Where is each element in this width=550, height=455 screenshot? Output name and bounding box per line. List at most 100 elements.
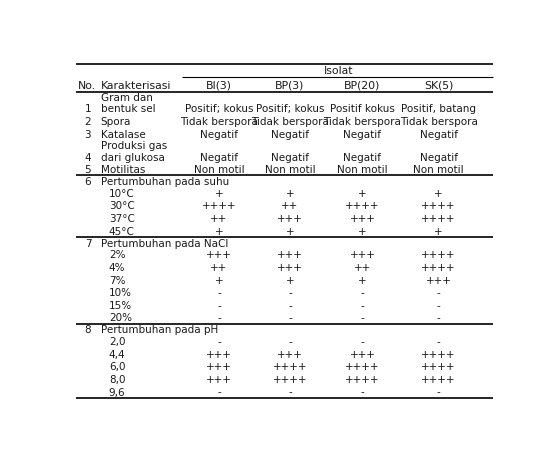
Text: -: -: [437, 300, 441, 310]
Text: Negatif: Negatif: [343, 152, 382, 162]
Text: -: -: [288, 387, 292, 397]
Text: Negatif: Negatif: [271, 152, 309, 162]
Text: 8: 8: [85, 324, 91, 334]
Text: 1: 1: [85, 104, 91, 114]
Text: +++: +++: [277, 349, 303, 359]
Text: Non motil: Non motil: [413, 165, 464, 175]
Text: -: -: [361, 336, 364, 346]
Text: +++: +++: [277, 213, 303, 223]
Text: -: -: [361, 313, 364, 323]
Text: +: +: [358, 226, 367, 236]
Text: SK(5): SK(5): [424, 81, 453, 91]
Text: bentuk sel: bentuk sel: [101, 104, 155, 114]
Text: -: -: [361, 387, 364, 397]
Text: ++++: ++++: [202, 201, 236, 211]
Text: +: +: [285, 275, 294, 285]
Text: Pertumbuhan pada pH: Pertumbuhan pada pH: [101, 324, 218, 334]
Text: +: +: [285, 188, 294, 198]
Text: ++++: ++++: [421, 374, 456, 384]
Text: -: -: [437, 336, 441, 346]
Text: ++++: ++++: [421, 201, 456, 211]
Text: Negatif: Negatif: [271, 129, 309, 139]
Text: 30°C: 30°C: [109, 201, 135, 211]
Text: 7: 7: [85, 238, 91, 248]
Text: Pertumbuhan pada suhu: Pertumbuhan pada suhu: [101, 177, 229, 187]
Text: Non motil: Non motil: [265, 165, 315, 175]
Text: 2: 2: [85, 116, 91, 126]
Text: ++: ++: [211, 213, 228, 223]
Text: ++++: ++++: [421, 250, 456, 260]
Text: ++++: ++++: [345, 362, 379, 371]
Text: 2,0: 2,0: [109, 336, 125, 346]
Text: BP(3): BP(3): [276, 81, 305, 91]
Text: 15%: 15%: [109, 300, 132, 310]
Text: -: -: [217, 313, 221, 323]
Text: Karakterisasi: Karakterisasi: [101, 81, 171, 91]
Text: +: +: [358, 275, 367, 285]
Text: Tidak berspora: Tidak berspora: [251, 116, 329, 126]
Text: +: +: [358, 188, 367, 198]
Text: -: -: [361, 288, 364, 298]
Text: +++: +++: [277, 263, 303, 273]
Text: 45°C: 45°C: [109, 226, 135, 236]
Text: 2%: 2%: [109, 250, 125, 260]
Text: 7%: 7%: [109, 275, 125, 285]
Text: -: -: [217, 387, 221, 397]
Text: +++: +++: [349, 213, 375, 223]
Text: dari glukosa: dari glukosa: [101, 152, 164, 162]
Text: +++: +++: [206, 362, 232, 371]
Text: Tidak berspora: Tidak berspora: [400, 116, 477, 126]
Text: Tidak berspora: Tidak berspora: [180, 116, 258, 126]
Text: -: -: [217, 336, 221, 346]
Text: Negatif: Negatif: [200, 129, 238, 139]
Text: 4%: 4%: [109, 263, 125, 273]
Text: ++++: ++++: [273, 374, 307, 384]
Text: -: -: [361, 300, 364, 310]
Text: +++: +++: [277, 250, 303, 260]
Text: Negatif: Negatif: [343, 129, 382, 139]
Text: Non motil: Non motil: [337, 165, 388, 175]
Text: Spora: Spora: [101, 116, 131, 126]
Text: -: -: [288, 313, 292, 323]
Text: ++: ++: [211, 263, 228, 273]
Text: Negatif: Negatif: [420, 152, 458, 162]
Text: 3: 3: [85, 129, 91, 139]
Text: BP(20): BP(20): [344, 81, 381, 91]
Text: -: -: [288, 336, 292, 346]
Text: -: -: [437, 288, 441, 298]
Text: 20%: 20%: [109, 313, 132, 323]
Text: BI(3): BI(3): [206, 81, 232, 91]
Text: ++: ++: [282, 201, 299, 211]
Text: ++++: ++++: [421, 362, 456, 371]
Text: ++++: ++++: [345, 374, 379, 384]
Text: ++++: ++++: [421, 213, 456, 223]
Text: +: +: [214, 188, 223, 198]
Text: Motilitas: Motilitas: [101, 165, 145, 175]
Text: Pertumbuhan pada NaCl: Pertumbuhan pada NaCl: [101, 238, 228, 248]
Text: -: -: [437, 387, 441, 397]
Text: +++: +++: [349, 250, 375, 260]
Text: -: -: [437, 313, 441, 323]
Text: ++++: ++++: [345, 201, 379, 211]
Text: Non motil: Non motil: [194, 165, 244, 175]
Text: No.: No.: [78, 81, 96, 91]
Text: Positif, batang: Positif, batang: [401, 104, 476, 114]
Text: +++: +++: [206, 349, 232, 359]
Text: 6: 6: [85, 177, 91, 187]
Text: Negatif: Negatif: [420, 129, 458, 139]
Text: +: +: [434, 188, 443, 198]
Text: 8,0: 8,0: [109, 374, 125, 384]
Text: +: +: [214, 275, 223, 285]
Text: Negatif: Negatif: [200, 152, 238, 162]
Text: +++: +++: [206, 250, 232, 260]
Text: ++++: ++++: [421, 349, 456, 359]
Text: Isolat: Isolat: [323, 66, 353, 76]
Text: 6,0: 6,0: [109, 362, 125, 371]
Text: 4: 4: [85, 152, 91, 162]
Text: 10%: 10%: [109, 288, 132, 298]
Text: Produksi gas: Produksi gas: [101, 141, 167, 151]
Text: -: -: [288, 288, 292, 298]
Text: -: -: [288, 300, 292, 310]
Text: Katalase: Katalase: [101, 129, 145, 139]
Text: Tidak berspora: Tidak berspora: [323, 116, 402, 126]
